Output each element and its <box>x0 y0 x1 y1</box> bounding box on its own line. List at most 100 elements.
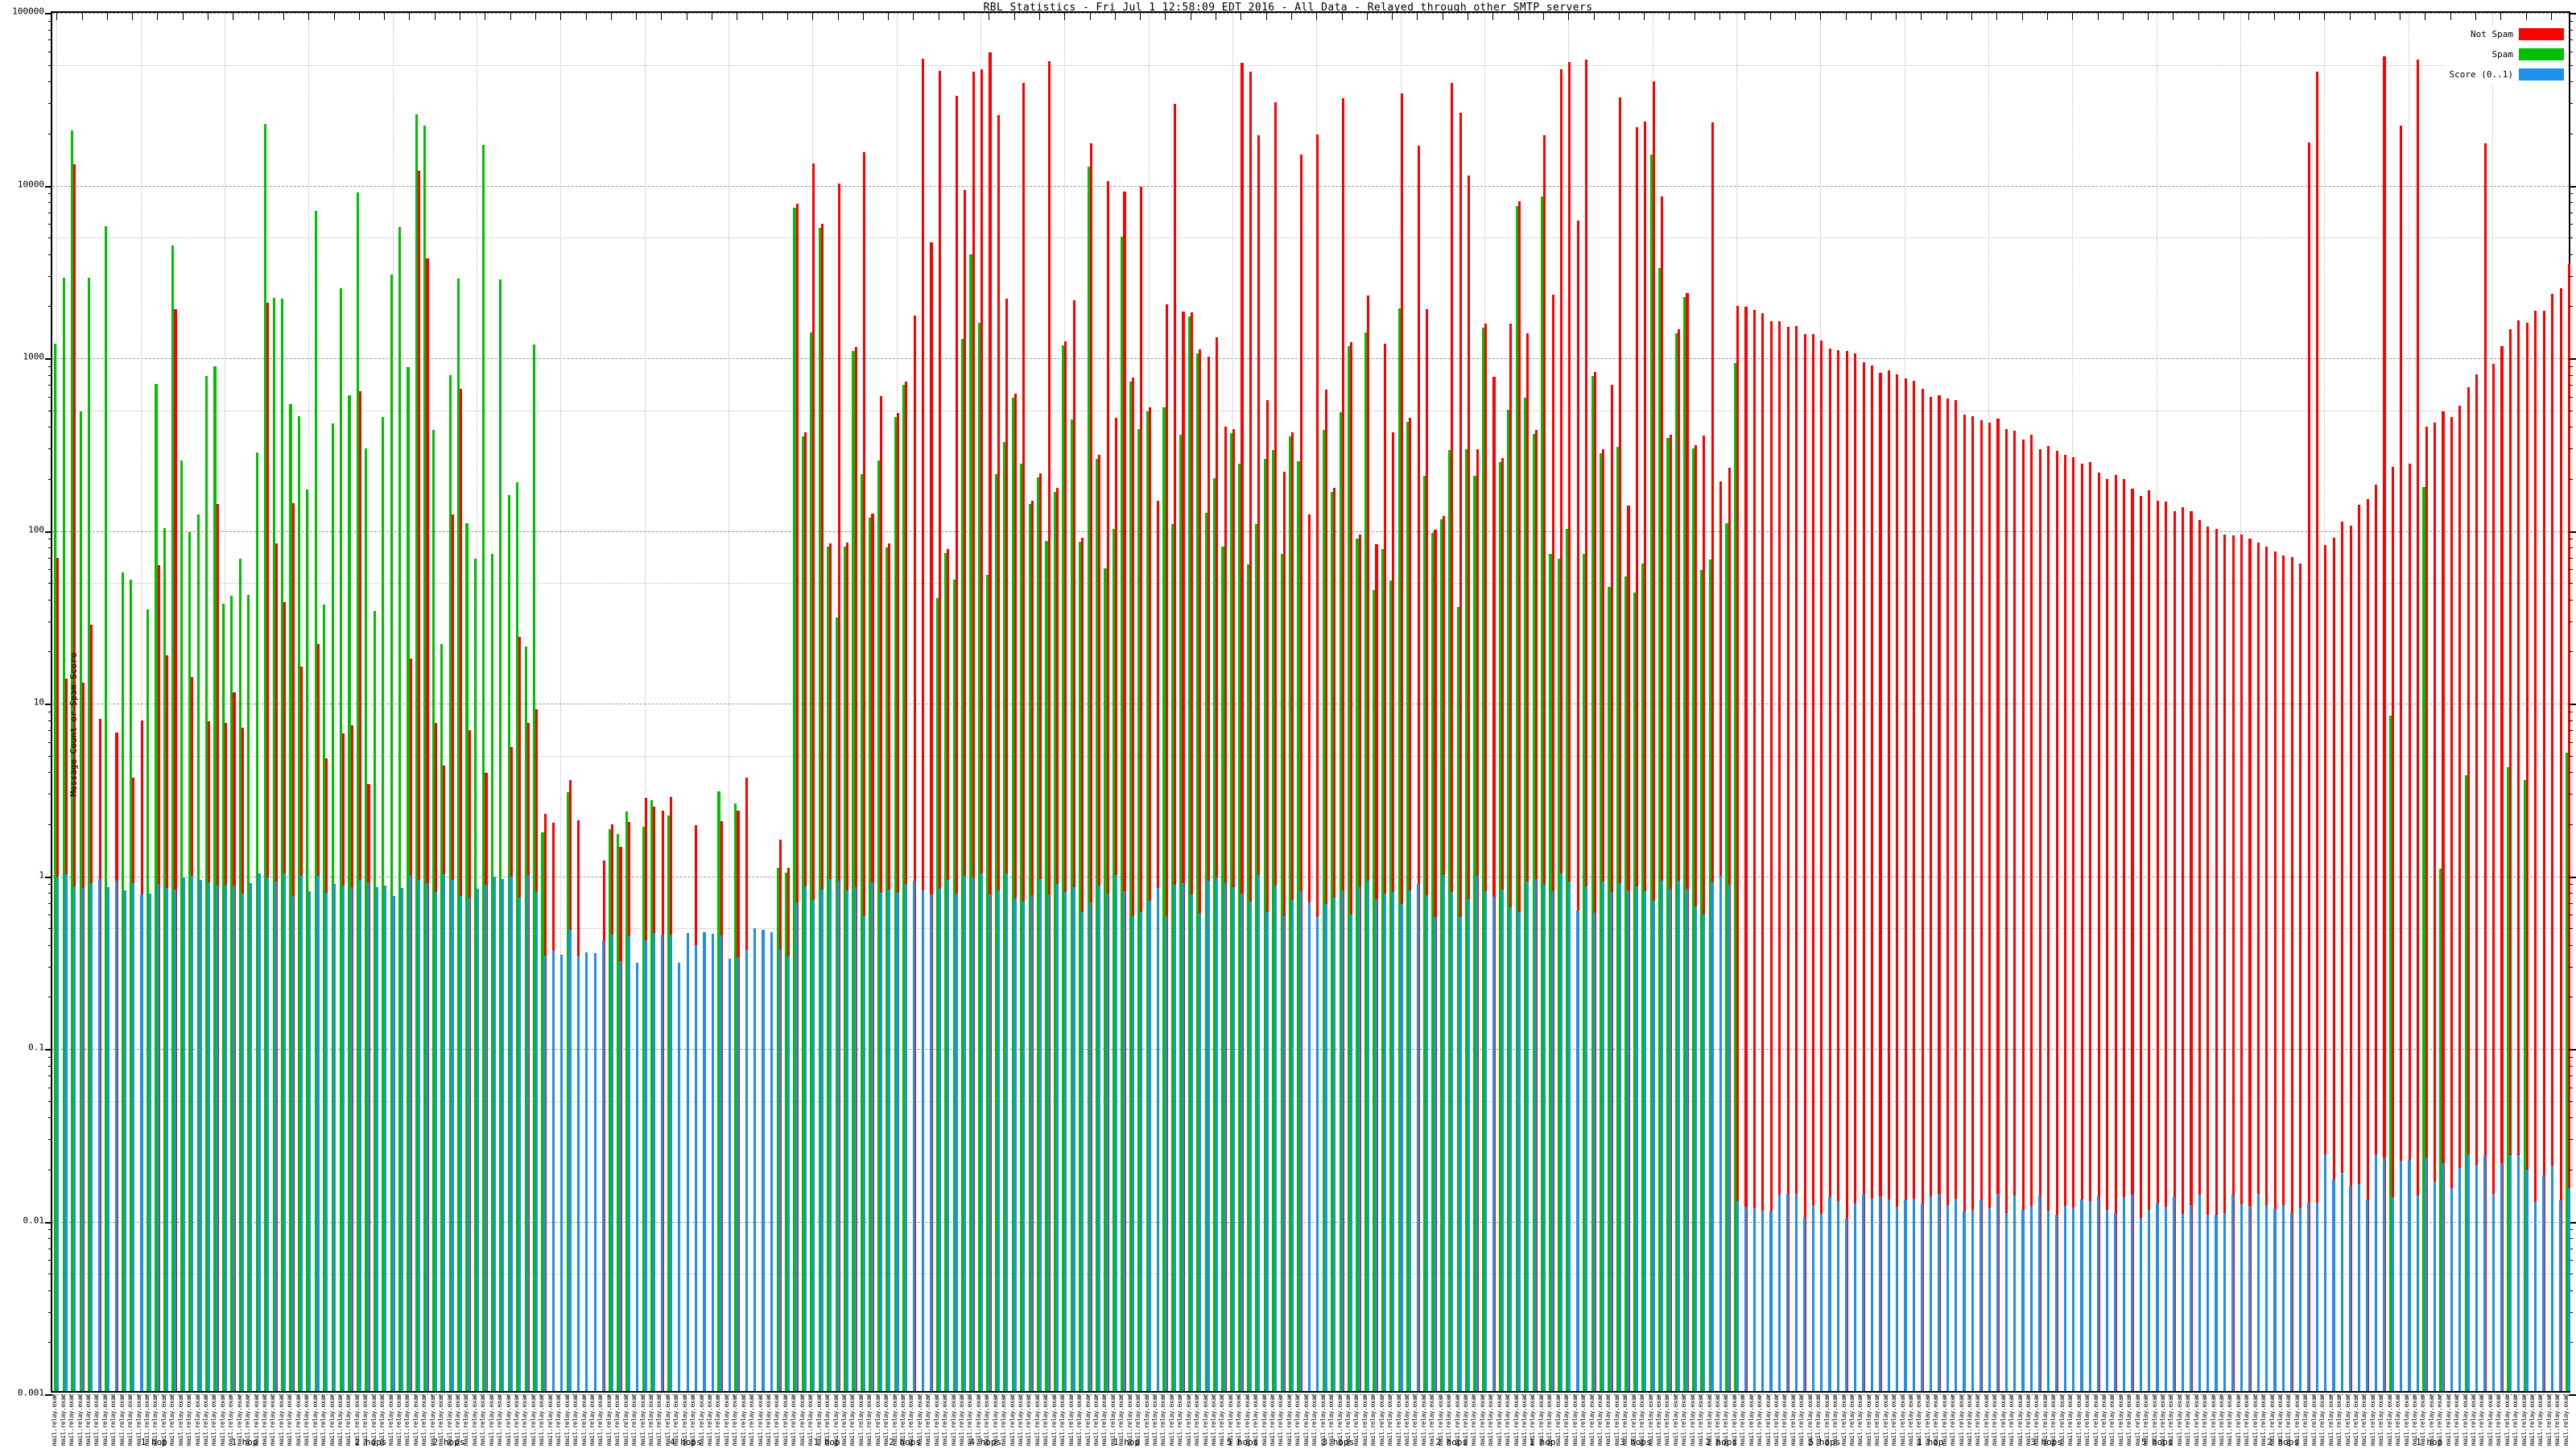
y-tick <box>48 893 52 894</box>
x-axis-tick-label: mail.relay.example.net <box>185 1394 193 1446</box>
bar-score <box>610 935 613 1391</box>
bar-score <box>199 879 202 1391</box>
x-axis-tick-label: mail.relay.example.net <box>2553 1394 2562 1446</box>
x-axis-tick-label: mail.relay.example.net <box>1906 1394 1914 1446</box>
bar-score <box>510 877 513 1391</box>
bar-score <box>619 960 622 1391</box>
x-tick-top <box>384 12 386 20</box>
x-axis-tick-label: mail.relay.example.net <box>572 1394 580 1446</box>
y-tick-right <box>2569 914 2573 916</box>
x-tick-top <box>333 12 335 20</box>
bar-not-spam <box>2038 448 2041 1391</box>
legend-item-score: Score (0..1) <box>2450 68 2564 80</box>
y-tick-right <box>2569 306 2573 308</box>
x-tick-top <box>1316 12 1318 20</box>
bar-spam <box>1121 237 1124 1391</box>
x-axis-tick-label: mail.relay.example.net <box>109 1394 118 1446</box>
y-tick <box>48 275 52 277</box>
x-axis-tick-label: mail.relay.example.net <box>386 1394 394 1446</box>
y-tick-right <box>2569 193 2573 195</box>
bar-score <box>1996 1194 2000 1391</box>
bar-score <box>1316 916 1319 1391</box>
x-axis-tick-label: mail.relay.example.net <box>857 1394 865 1446</box>
bar-score <box>1845 1217 1848 1391</box>
bar-spam <box>255 452 258 1391</box>
bar-spam <box>1246 564 1249 1391</box>
bar-not-spam <box>2148 490 2151 1391</box>
bar-score <box>1038 879 1042 1391</box>
bar-score <box>1224 882 1227 1391</box>
bar-not-spam <box>1426 309 1429 1391</box>
bar-score <box>190 876 194 1391</box>
x-axis-tick-label: mail.relay.example.net <box>2461 1394 2469 1446</box>
bar-score <box>1349 914 1352 1391</box>
bar-spam <box>877 460 880 1391</box>
bar-score <box>1534 878 1538 1391</box>
legend-item-spam: Spam <box>2492 48 2564 60</box>
y-tick-right <box>2569 557 2573 559</box>
y-tick-right <box>2569 1049 2576 1051</box>
bar-spam <box>230 595 233 1391</box>
bar-score <box>770 931 774 1391</box>
bar-not-spam <box>1089 143 1092 1391</box>
bar-score <box>2240 1204 2243 1391</box>
bar-score <box>1459 916 1462 1391</box>
x-tick-top <box>812 12 814 20</box>
bar-score <box>1954 1198 1958 1391</box>
y-tick-right <box>2569 237 2573 239</box>
bar-not-spam <box>2273 551 2277 1391</box>
x-axis-tick-label: mail.relay.example.net <box>2394 1394 2402 1446</box>
x-axis-tick-label: mail.relay.example.net <box>202 1394 210 1446</box>
bar-score <box>291 896 295 1391</box>
y-tick-right <box>2569 599 2573 601</box>
bar-spam <box>1422 475 1426 1391</box>
bar-not-spam <box>1769 321 1773 1391</box>
x-axis-tick-label: mail.relay.example.net <box>1495 1394 1503 1446</box>
y-tick <box>48 599 52 601</box>
bar-not-spam <box>2013 431 2017 1391</box>
x-axis-tick-label: mail.relay.example.net <box>1957 1394 1965 1446</box>
bar-not-spam <box>2434 423 2437 1391</box>
x-tick-top <box>1542 12 1544 20</box>
y-tick-right <box>2569 1065 2573 1067</box>
bar-spam <box>1104 568 1107 1391</box>
bar-score <box>392 895 395 1391</box>
bar-not-spam <box>1324 390 1327 1391</box>
bar-not-spam <box>73 164 76 1391</box>
x-axis-tick-label: mail.relay.example.net <box>1739 1394 1747 1446</box>
bar-score <box>140 894 143 1391</box>
y-tick-right <box>2569 1221 2576 1224</box>
x-tick-top <box>1719 12 1721 20</box>
bar-score <box>2021 1210 2025 1391</box>
plot-area: Not Spam Spam Score (0..1) <box>45 11 2576 1396</box>
bar-score <box>1711 882 1714 1391</box>
bar-score <box>526 874 530 1391</box>
bar-score <box>316 875 320 1391</box>
x-axis-hop-annotation: 1 hop <box>1113 1437 1141 1447</box>
x-axis-tick-label: mail.relay.example.net <box>722 1394 730 1446</box>
bar-not-spam <box>2004 428 2008 1391</box>
y-tick-right <box>2569 1075 2573 1077</box>
x-axis-tick-label: mail.relay.example.net <box>1839 1394 1847 1446</box>
y-tick <box>48 902 52 904</box>
bar-score <box>476 888 479 1391</box>
bar-spam <box>490 553 493 1391</box>
bar-spam <box>440 643 444 1391</box>
bar-not-spam <box>2349 526 2352 1391</box>
x-axis-tick-label: mail.relay.example.net <box>2099 1394 2107 1446</box>
bar-score <box>1198 914 1202 1391</box>
x-axis-tick-label: mail.relay.example.net <box>420 1394 428 1446</box>
bar-not-spam <box>1148 407 1151 1391</box>
bar-not-spam <box>2190 511 2193 1391</box>
x-axis-tick-label: mail.relay.example.net <box>1042 1394 1050 1446</box>
bar-not-spam <box>1013 394 1017 1391</box>
chart-legend: Not Spam Spam Score (0..1) <box>2444 26 2566 84</box>
x-axis-tick-label: mail.relay.example.net <box>2503 1394 2511 1446</box>
y-tick <box>48 966 52 968</box>
x-axis-tick-label: mail.relay.example.net <box>714 1394 722 1446</box>
x-axis-tick-label: mail.relay.example.net <box>1176 1394 1184 1446</box>
x-tick-top <box>1517 12 1519 20</box>
x-axis-labels: mail.relay.example.net mail.relay.example… <box>51 1394 2570 1447</box>
x-tick-top <box>56 12 58 20</box>
bar-spam <box>448 375 452 1391</box>
